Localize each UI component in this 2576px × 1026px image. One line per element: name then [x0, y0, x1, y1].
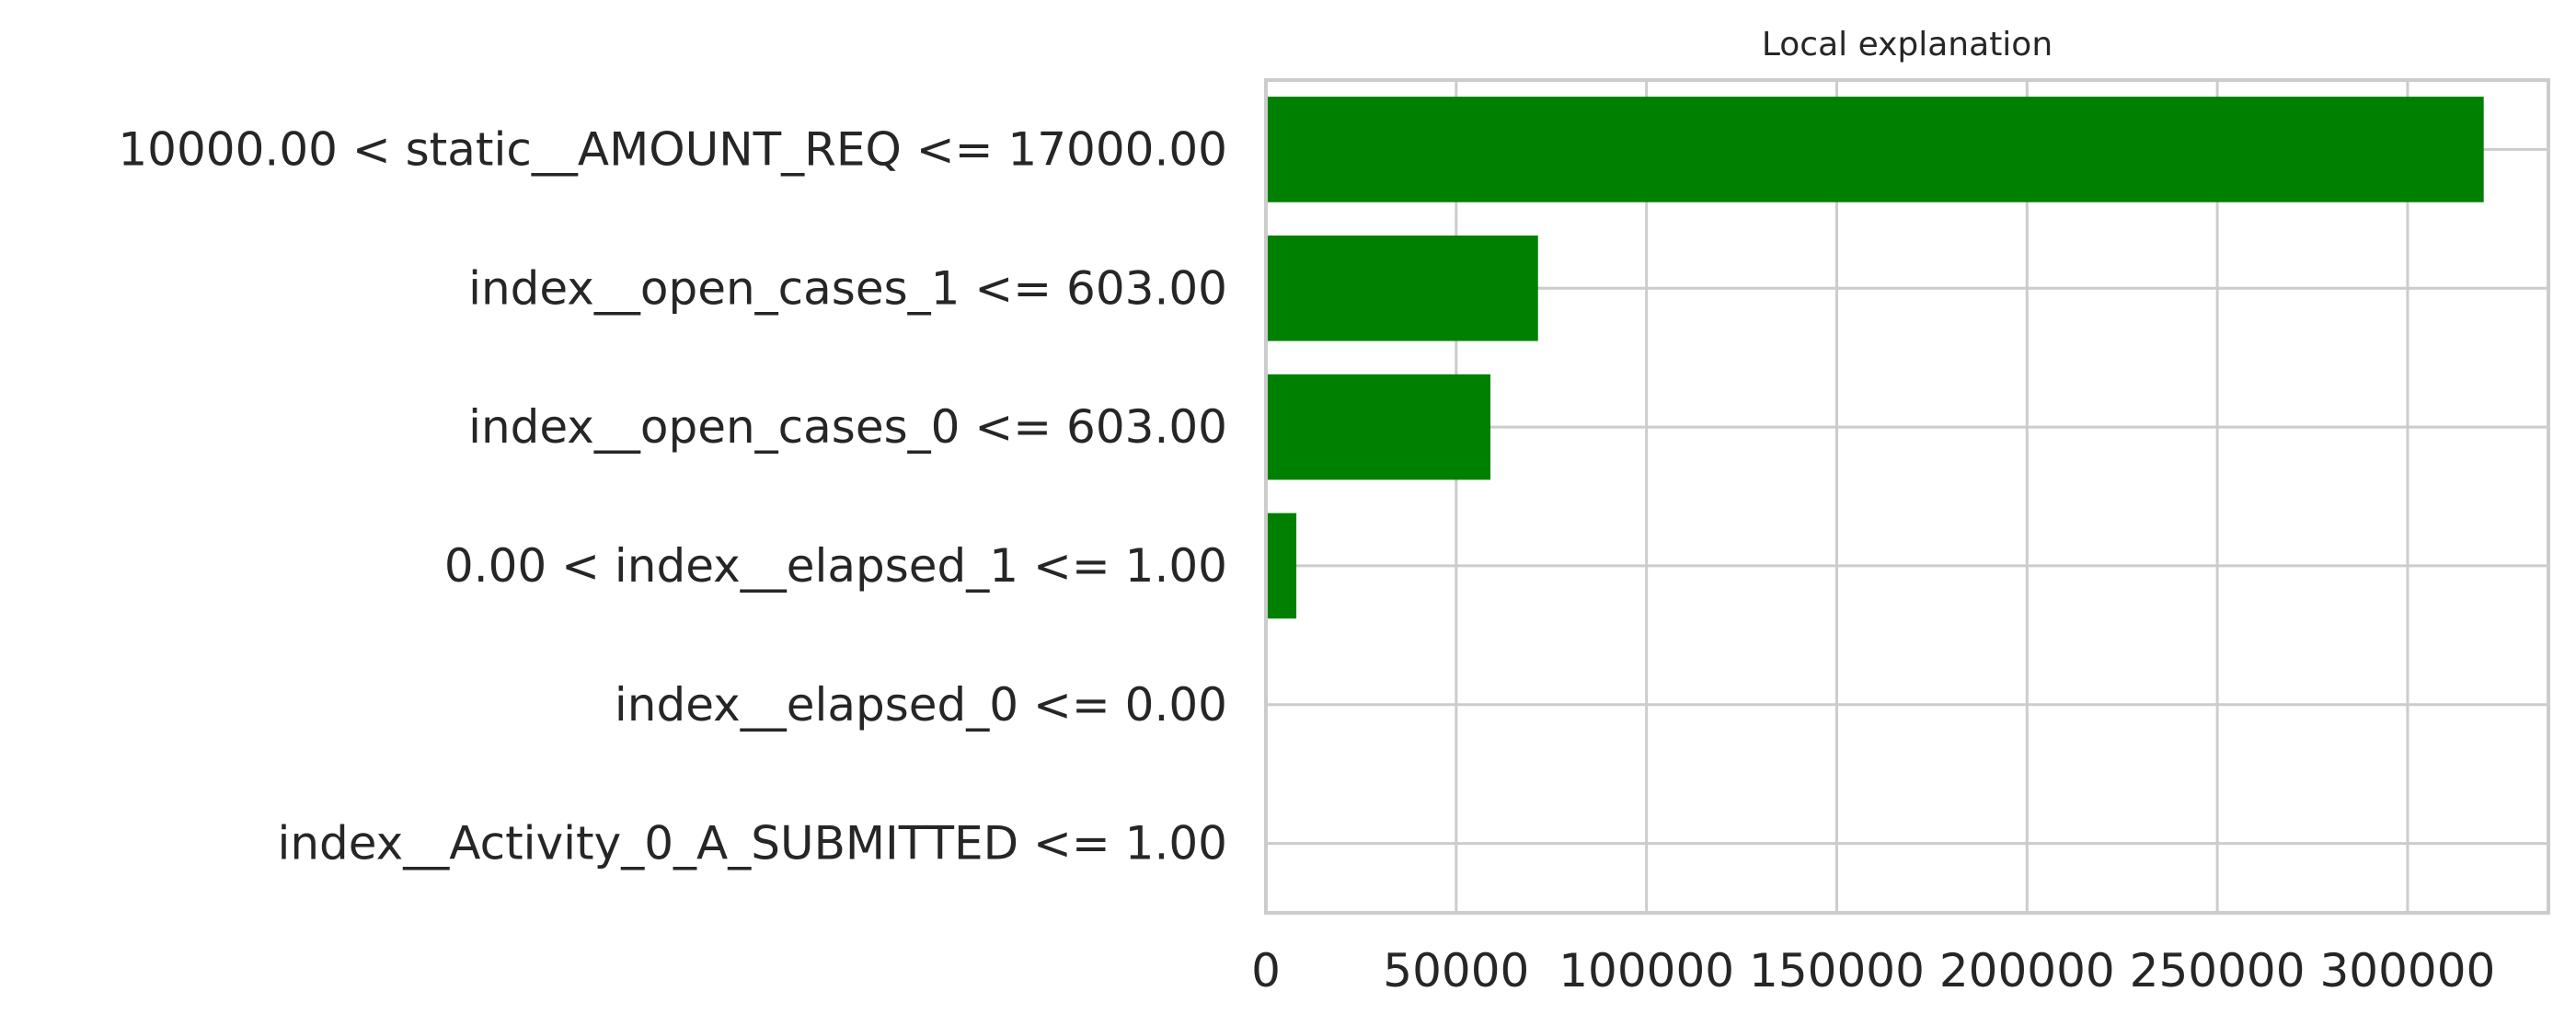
y-tick-label: index__open_cases_0 <= 603.00: [468, 400, 1227, 454]
x-tick-label: 300000: [2320, 944, 2496, 997]
bar: [1266, 235, 1538, 341]
y-tick-label: index__Activity_0_A_SUBMITTED <= 1.00: [277, 817, 1227, 870]
y-tick-label: 10000.00 < static__AMOUNT_REQ <= 17000.0…: [118, 122, 1227, 176]
chart-title: Local explanation: [1762, 26, 2053, 63]
y-tick-label: index__elapsed_0 <= 0.00: [615, 678, 1227, 732]
bars: [1266, 97, 2484, 619]
x-tick-label: 250000: [2130, 944, 2306, 997]
x-tick-label: 200000: [1939, 944, 2115, 997]
plot-frame: [1264, 78, 2550, 915]
gridlines: [1264, 80, 2548, 913]
bar: [1266, 513, 1297, 619]
x-tick-label: 150000: [1749, 944, 1925, 997]
y-tick-label: 0.00 < index__elapsed_1 <= 1.00: [444, 539, 1227, 593]
x-tick-label: 100000: [1558, 944, 1734, 997]
y-tick-label: index__open_cases_1 <= 603.00: [468, 261, 1227, 315]
bar: [1266, 374, 1491, 480]
y-axis-labels: 10000.00 < static__AMOUNT_REQ <= 17000.0…: [118, 122, 1227, 870]
bar: [1266, 97, 2484, 202]
x-tick-label: 50000: [1383, 944, 1529, 997]
x-tick-label: 0: [1251, 944, 1281, 997]
x-axis-tick-labels: 0 50000 100000 150000 200000 250000 300000: [1251, 944, 2495, 997]
